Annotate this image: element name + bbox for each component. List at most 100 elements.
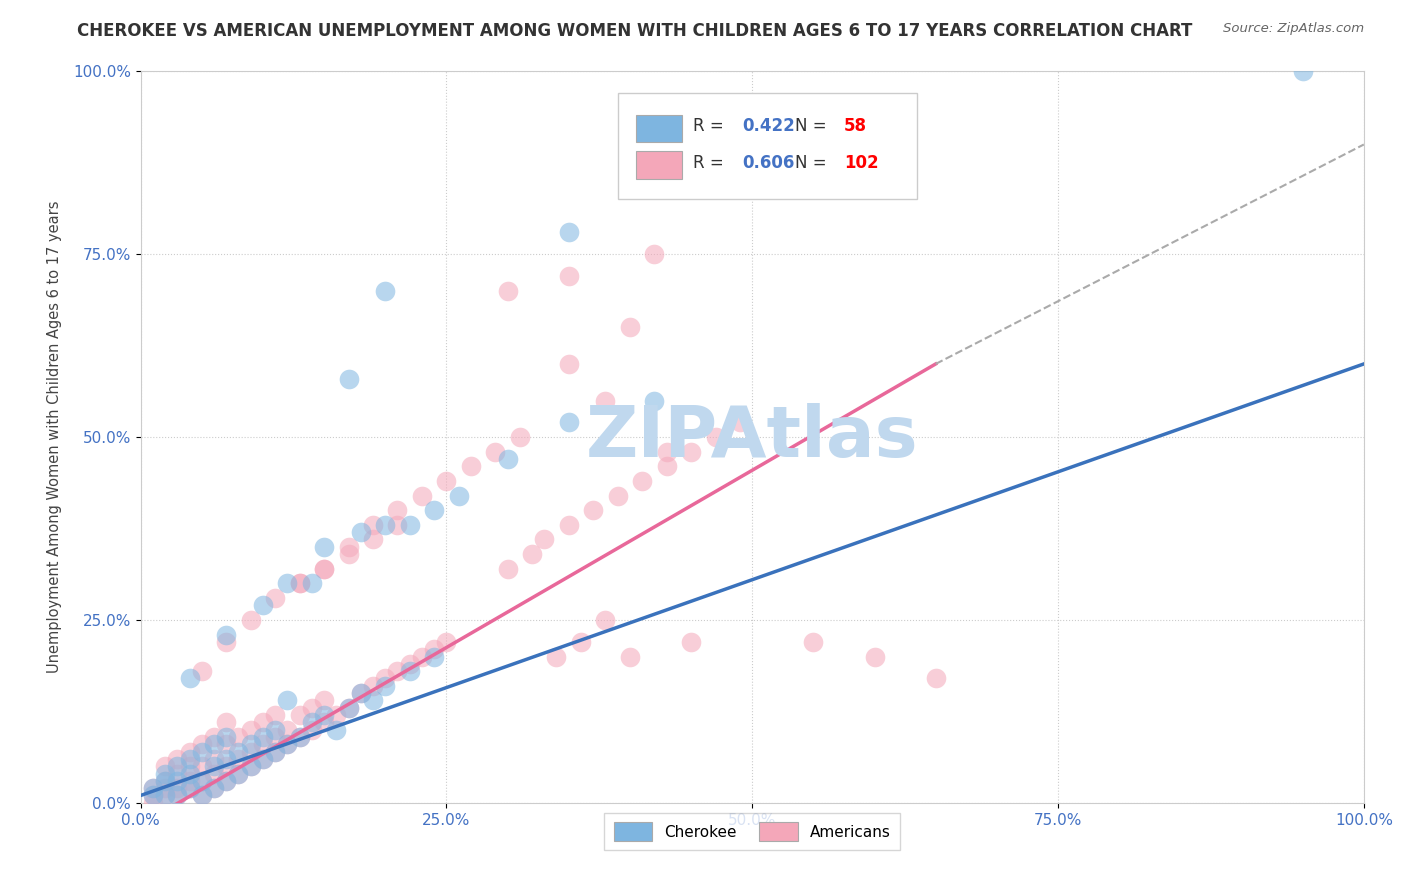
Point <box>202 766 225 780</box>
Point <box>925 672 948 686</box>
Point <box>423 503 446 517</box>
Point <box>264 745 287 759</box>
Point <box>374 679 396 693</box>
Point <box>337 700 360 714</box>
Point <box>496 452 519 467</box>
Point <box>436 635 458 649</box>
Point <box>264 591 287 605</box>
Point <box>803 635 825 649</box>
Point <box>325 708 347 723</box>
Point <box>179 773 201 788</box>
Point <box>276 737 298 751</box>
Point <box>239 613 262 627</box>
FancyBboxPatch shape <box>636 114 682 143</box>
Point <box>460 459 482 474</box>
Text: 102: 102 <box>844 153 879 172</box>
Point <box>398 657 420 671</box>
Point <box>681 635 703 649</box>
Point <box>361 693 384 707</box>
Point <box>239 759 262 773</box>
Point <box>191 745 214 759</box>
Point <box>337 547 360 561</box>
Point <box>202 737 225 751</box>
Point <box>337 700 360 714</box>
Point <box>239 723 262 737</box>
Point <box>191 737 214 751</box>
Point <box>301 715 323 730</box>
Text: N =: N = <box>794 153 832 172</box>
Point <box>202 781 225 796</box>
Point <box>436 474 458 488</box>
Point <box>215 752 238 766</box>
Point <box>509 430 531 444</box>
Point <box>374 672 396 686</box>
Point <box>142 789 165 803</box>
Point <box>179 781 201 796</box>
Point <box>643 247 665 261</box>
Point <box>191 664 214 678</box>
Point <box>447 489 470 503</box>
Point <box>215 737 238 751</box>
Point <box>557 517 581 532</box>
Point <box>398 517 420 532</box>
Point <box>374 284 396 298</box>
Point <box>619 649 641 664</box>
Point <box>606 489 628 503</box>
Point <box>361 533 384 547</box>
Point <box>557 416 581 430</box>
Point <box>166 789 188 803</box>
Point <box>350 686 373 700</box>
Point <box>239 745 262 759</box>
Point <box>681 444 703 458</box>
Point <box>142 781 165 796</box>
Point <box>350 525 373 540</box>
Text: R =: R = <box>693 153 730 172</box>
Point <box>546 649 568 664</box>
Point <box>228 752 250 766</box>
Point <box>264 723 287 737</box>
Point <box>288 708 311 723</box>
Point <box>252 752 274 766</box>
Point <box>142 796 165 810</box>
Point <box>191 773 214 788</box>
Text: 0.606: 0.606 <box>742 153 794 172</box>
Legend: Cherokee, Americans: Cherokee, Americans <box>605 813 900 850</box>
Point <box>276 576 298 591</box>
Point <box>202 752 225 766</box>
Point <box>387 503 409 517</box>
Point <box>264 745 287 759</box>
Point <box>423 642 446 657</box>
Point <box>288 730 311 744</box>
Point <box>215 627 238 641</box>
Point <box>387 664 409 678</box>
Point <box>288 576 311 591</box>
Point <box>215 635 238 649</box>
Point <box>142 789 165 803</box>
Point <box>179 759 201 773</box>
Point <box>153 766 176 780</box>
Point <box>325 723 347 737</box>
Point <box>312 693 335 707</box>
Point <box>166 759 188 773</box>
Point <box>337 540 360 554</box>
Point <box>191 759 214 773</box>
Point <box>728 416 751 430</box>
Point <box>228 730 250 744</box>
Point <box>557 269 581 284</box>
Point <box>153 789 176 803</box>
Point <box>374 517 396 532</box>
Point <box>595 613 617 627</box>
Point <box>166 773 188 788</box>
Point <box>228 766 250 780</box>
Point <box>239 737 262 751</box>
Point <box>202 759 225 773</box>
Point <box>288 576 311 591</box>
Point <box>252 737 274 751</box>
Point <box>215 773 238 788</box>
Point <box>264 730 287 744</box>
Point <box>276 737 298 751</box>
Point <box>215 730 238 744</box>
Point <box>153 789 176 803</box>
Point <box>595 393 617 408</box>
Point <box>496 284 519 298</box>
